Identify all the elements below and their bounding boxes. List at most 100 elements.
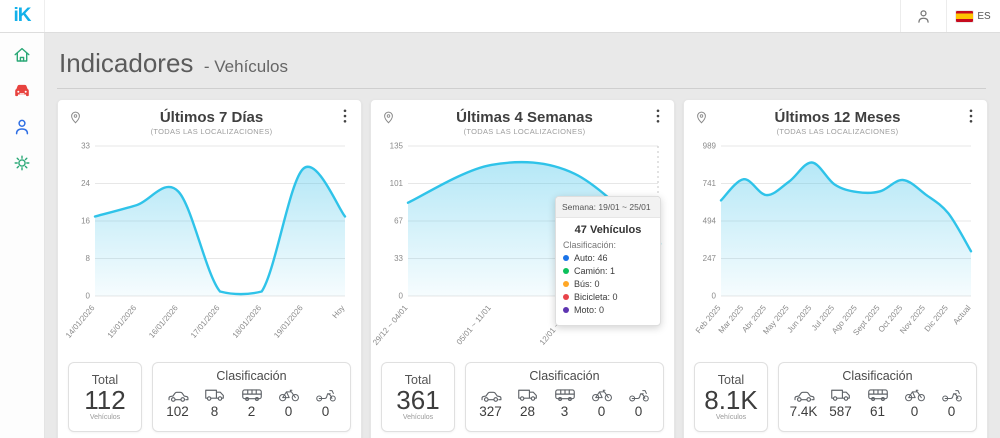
area-chart-last-7-days[interactable]: 0 8 16 24 33 14/01/2026 15/01/2026 16/01/2026 17… xyxy=(64,138,351,356)
svg-text:0: 0 xyxy=(712,292,717,301)
classification-item-truck: 587 xyxy=(824,386,858,419)
classification-count: 3 xyxy=(560,404,569,419)
motorcycle-icon xyxy=(940,386,964,403)
svg-text:989: 989 xyxy=(703,142,717,151)
location-pin-button[interactable] xyxy=(694,110,710,126)
spain-flag-icon xyxy=(956,10,974,22)
kebab-menu-icon xyxy=(656,109,660,123)
classification-box: Clasificación 7.4K 587 61 0 0 xyxy=(778,362,977,432)
sidebar-item-home[interactable] xyxy=(12,45,32,65)
tooltip-header: Semana: 19/01 ~ 25/01 xyxy=(556,197,660,218)
classification-item-bicycle: 0 xyxy=(272,386,306,419)
total-value: 112 xyxy=(84,384,126,415)
classification-count: 0 xyxy=(947,404,956,419)
tooltip-section-label: Clasificación: xyxy=(563,240,617,250)
classification-count: 61 xyxy=(869,404,886,419)
total-value: 8.1K xyxy=(704,384,758,415)
card-summary-row: Total 112 Vehículos Clasificación 102 8 2 0… xyxy=(68,362,351,432)
classification-item-car: 7.4K xyxy=(787,386,821,419)
svg-text:494: 494 xyxy=(703,217,717,226)
svg-text:33: 33 xyxy=(394,254,403,263)
sidebar-item-users[interactable] xyxy=(12,117,32,137)
card-header: Últimas 4 Semanas (TODAS LAS LOCALIZACIO… xyxy=(381,109,664,136)
classification-count: 102 xyxy=(166,404,189,419)
card-menu-button[interactable] xyxy=(965,109,977,128)
app-logo-text: iK xyxy=(13,5,32,26)
page-subtitle: - Vehículos xyxy=(203,57,288,76)
classification-count: 7.4K xyxy=(789,404,818,419)
car-icon xyxy=(166,386,190,403)
legend-label: Auto: 46 xyxy=(574,253,608,263)
sidebar xyxy=(0,33,45,438)
total-label: Total xyxy=(404,372,432,387)
classification-item-car: 327 xyxy=(474,386,508,419)
tooltip-legend-item: Moto: 0 xyxy=(563,305,653,315)
svg-text:16: 16 xyxy=(81,217,90,226)
app-logo[interactable]: iK xyxy=(0,0,45,32)
classification-row: 7.4K 587 61 0 0 xyxy=(779,386,976,419)
classification-count: 587 xyxy=(829,404,852,419)
page-title: Indicadores xyxy=(59,48,194,78)
classification-item-bicycle: 0 xyxy=(898,386,932,419)
tooltip-legend-item: Bicicleta: 0 xyxy=(563,292,653,302)
classification-item-truck: 28 xyxy=(511,386,545,419)
location-pin-icon xyxy=(68,110,83,125)
svg-text:135: 135 xyxy=(390,142,404,151)
classification-box: Clasificación 102 8 2 0 0 xyxy=(152,362,351,432)
topbar-spacer xyxy=(45,0,900,32)
card-summary-row: Total 361 Vehículos Clasificación 327 28 3… xyxy=(381,362,664,432)
location-pin-icon xyxy=(381,110,396,125)
user-menu-button[interactable] xyxy=(900,0,946,32)
car-icon xyxy=(479,386,503,403)
total-label: Total xyxy=(717,372,745,387)
classification-count: 28 xyxy=(519,404,536,419)
card-subtitle: (TODAS LAS LOCALIZACIONES) xyxy=(463,127,586,136)
classification-item-bus: 3 xyxy=(548,386,582,419)
main-content: Indicadores - Vehículos Últimos 7 Días (… xyxy=(45,0,1000,438)
location-pin-button[interactable] xyxy=(68,110,84,126)
svg-text:741: 741 xyxy=(703,179,717,188)
card-title: Últimos 7 Días xyxy=(159,109,264,126)
dashboard-cards-row: Últimos 7 Días (TODAS LAS LOCALIZACIONES… xyxy=(57,99,988,438)
legend-dot-icon xyxy=(563,268,569,274)
bus-icon xyxy=(553,386,577,403)
classification-item-bus: 61 xyxy=(861,386,895,419)
tooltip-legend-item: Auto: 46 xyxy=(563,253,653,263)
sidebar-item-vehicles[interactable] xyxy=(12,81,32,101)
truck-icon xyxy=(829,386,853,403)
user-icon xyxy=(12,117,32,137)
page-header: Indicadores - Vehículos xyxy=(57,44,986,79)
legend-dot-icon xyxy=(563,307,569,313)
truck-icon xyxy=(203,386,227,403)
tooltip-legend: Auto: 46 Camión: 1 Bús: 0 Bicicleta: 0 Moto:… xyxy=(563,253,653,315)
card-title: Últimos 12 Meses xyxy=(774,109,901,126)
card-last-7-days: Últimos 7 Días (TODAS LAS LOCALIZACIONES… xyxy=(57,99,362,438)
total-unit: Vehículos xyxy=(715,414,747,422)
location-pin-button[interactable] xyxy=(381,110,397,126)
classification-title: Clasificación xyxy=(216,369,287,383)
bicycle-icon xyxy=(903,386,927,403)
gear-icon xyxy=(12,153,32,173)
car-icon xyxy=(792,386,816,403)
card-menu-button[interactable] xyxy=(652,109,664,128)
sidebar-item-settings[interactable] xyxy=(12,153,32,173)
bicycle-icon xyxy=(277,386,301,403)
svg-text:19/01/2026: 19/01/2026 xyxy=(272,303,305,340)
svg-text:15/01/2026: 15/01/2026 xyxy=(106,303,139,340)
card-menu-button[interactable] xyxy=(339,109,351,128)
classification-title: Clasificación xyxy=(529,369,600,383)
total-label: Total xyxy=(91,372,119,387)
svg-text:17/01/2026: 17/01/2026 xyxy=(189,303,222,340)
classification-count: 8 xyxy=(210,404,219,419)
legend-dot-icon xyxy=(563,294,569,300)
user-icon xyxy=(915,8,932,25)
svg-text:8: 8 xyxy=(86,254,91,263)
total-box: Total 8.1K Vehículos xyxy=(694,362,768,432)
classification-item-motorcycle: 0 xyxy=(935,386,969,419)
bus-icon xyxy=(866,386,890,403)
svg-text:Hoy: Hoy xyxy=(330,304,346,321)
chart-tooltip: Semana: 19/01 ~ 25/01 47 Vehículos Clasi… xyxy=(555,196,661,326)
language-selector[interactable]: ES xyxy=(946,0,1000,32)
svg-text:Dic 2025: Dic 2025 xyxy=(923,303,951,333)
